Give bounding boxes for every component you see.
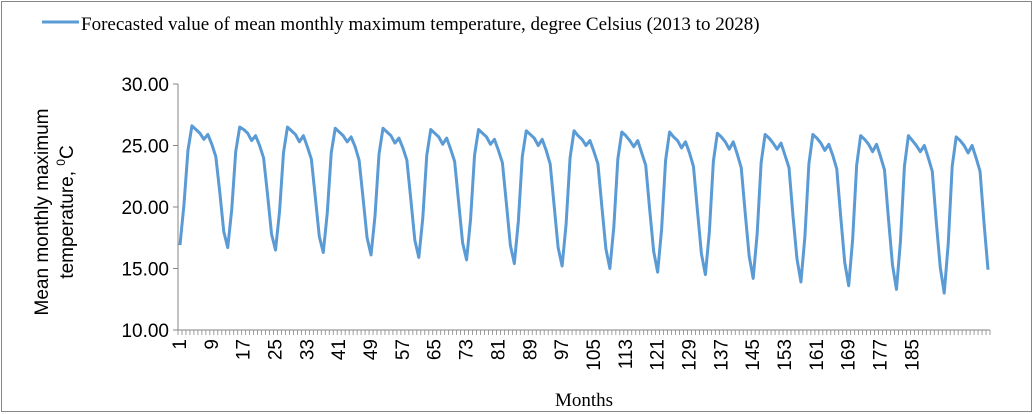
x-tick-label: 41 xyxy=(329,339,350,360)
x-tick-label: 9 xyxy=(202,339,223,350)
x-tick-label: 169 xyxy=(839,339,860,371)
x-tick-label: 57 xyxy=(393,339,414,360)
series-line xyxy=(178,124,990,295)
x-tick-label: 89 xyxy=(520,339,541,360)
x-tick-label: 105 xyxy=(584,339,605,371)
y-tick-label: 20.00 xyxy=(121,198,169,219)
x-tick-label: 97 xyxy=(552,339,573,360)
x-tick-label: 113 xyxy=(616,339,637,369)
y-axis-title-line1: Mean monthly maximum xyxy=(32,109,53,316)
axes xyxy=(177,84,990,331)
x-tick-label: 1 xyxy=(170,339,191,350)
x-tick-label: 153 xyxy=(775,339,796,371)
x-tick-label: 145 xyxy=(743,339,764,371)
x-tick-label: 65 xyxy=(425,339,446,360)
x-tick-label: 49 xyxy=(361,339,382,360)
x-tick-label: 185 xyxy=(902,339,923,371)
y-tick-label: 30.00 xyxy=(121,75,169,96)
y-axis-title: Mean monthly maximum temperature, 0C xyxy=(32,109,78,316)
x-ticks: 1 9 17 25 33 41 49 57 65 73 81 89 97 105 113 121 129 137 1… xyxy=(170,330,991,371)
y-axis-title-line2: temperature, 0C xyxy=(54,145,78,278)
legend: Forecasted value of mean monthly maximum… xyxy=(42,14,760,35)
y-axis-title-unit: C xyxy=(57,145,78,159)
y-tick-label: 15.00 xyxy=(121,260,169,281)
y-ticks: 10.00 15.00 20.00 25.00 30.00 xyxy=(121,75,178,342)
y-axis-title-text: temperature, xyxy=(57,166,78,279)
x-tick-label: 177 xyxy=(871,339,892,371)
x-tick-label: 17 xyxy=(234,339,255,360)
x-tick-label: 129 xyxy=(679,339,700,371)
x-tick-label: 33 xyxy=(297,339,318,360)
x-tick-label: 121 xyxy=(648,339,669,371)
x-tick-label: 73 xyxy=(457,339,478,360)
x-tick-label: 25 xyxy=(266,339,287,360)
y-tick-label: 25.00 xyxy=(121,137,169,158)
x-axis-title: Months xyxy=(555,390,613,411)
series xyxy=(178,124,990,295)
legend-label: Forecasted value of mean monthly maximum… xyxy=(81,14,760,35)
x-tick-label: 137 xyxy=(711,339,732,371)
y-axis-title-superscript: 0 xyxy=(54,159,68,166)
x-tick-label: 81 xyxy=(488,339,509,360)
x-tick-label: 161 xyxy=(807,339,828,371)
y-tick-label: 10.00 xyxy=(121,321,169,342)
